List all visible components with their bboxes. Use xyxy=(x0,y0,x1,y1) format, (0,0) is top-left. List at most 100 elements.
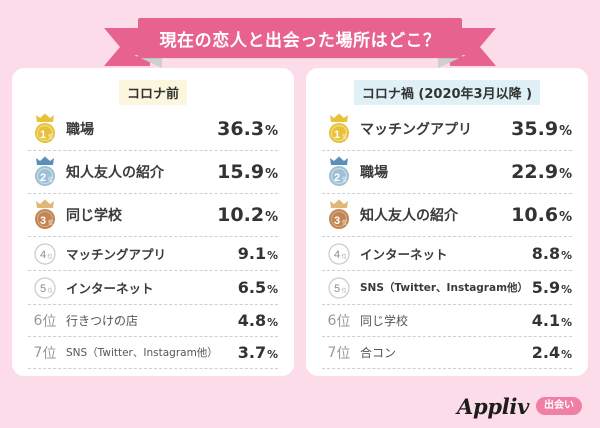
row-value: 10.6% xyxy=(511,204,572,226)
rank-number: 6 xyxy=(33,312,43,329)
row-value: 9.1% xyxy=(238,244,278,263)
title-banner: 現在の恋人と出会った場所はどこ？ xyxy=(138,18,462,58)
row-label: 合コン xyxy=(360,346,397,360)
table-row: 1 位 マッチングアプリ 35.9% xyxy=(322,108,572,151)
table-row: 2 位 職場 22.9% xyxy=(322,151,572,194)
row-label: インターネット xyxy=(360,247,448,262)
rank-circle-4: 4 位 xyxy=(322,242,356,266)
row-value-number: 36.3 xyxy=(217,118,265,140)
appliv-wordmark: Appliv xyxy=(456,393,529,419)
panel-before-corona: コロナ前 1 位 職場 36.3% 2 xyxy=(12,68,294,376)
title-ribbon: 現在の恋人と出会った場所はどこ？ xyxy=(0,14,600,68)
rank-medal-bronze: 3 位 xyxy=(28,199,62,231)
table-row: 4 位 インターネット 8.8% xyxy=(322,237,572,271)
svg-text:5: 5 xyxy=(40,283,46,295)
svg-text:1: 1 xyxy=(334,129,340,141)
table-row: 5 位 SNS（Twitter、Instagram他） 5.9% xyxy=(322,271,572,305)
row-label: 職場 xyxy=(66,122,94,138)
rank-circle-4: 4 位 xyxy=(28,242,62,266)
row-value: 8.8% xyxy=(532,244,572,263)
rank-circle-5: 5 位 xyxy=(28,276,62,300)
svg-text:位: 位 xyxy=(342,219,347,226)
row-label: マッチングアプリ xyxy=(66,247,167,262)
page-title: 現在の恋人と出会った場所はどこ？ xyxy=(159,30,441,51)
row-value-number: 35.9 xyxy=(511,118,559,140)
rank-unit: 位 xyxy=(42,345,57,362)
panel-header-before-label: コロナ前 xyxy=(118,79,187,105)
panel-header-during: コロナ禍 (2020年3月以降 ) xyxy=(322,79,572,105)
row-value-unit: % xyxy=(561,316,572,329)
row-label: マッチングアプリ xyxy=(360,122,472,138)
svg-text:位: 位 xyxy=(341,287,346,294)
svg-text:3: 3 xyxy=(40,215,46,227)
row-value: 36.3% xyxy=(217,118,278,140)
row-value: 3.7% xyxy=(238,343,278,362)
row-value-number: 4.8 xyxy=(237,311,267,330)
svg-text:位: 位 xyxy=(48,176,53,183)
row-value: 10.2% xyxy=(217,204,278,226)
svg-text:位: 位 xyxy=(48,219,53,226)
row-label: 知人友人の紹介 xyxy=(66,165,164,181)
table-row: 1 位 職場 36.3% xyxy=(28,108,278,151)
row-value-unit: % xyxy=(265,124,278,139)
row-value-number: 4.1 xyxy=(531,311,561,330)
svg-text:3: 3 xyxy=(334,215,340,227)
row-value-unit: % xyxy=(561,348,572,361)
appliv-category-badge: 出会い xyxy=(536,397,582,415)
row-value-unit: % xyxy=(267,249,278,262)
rank-medal-silver: 2 位 xyxy=(28,156,62,188)
row-label: 同じ学校 xyxy=(360,314,409,328)
svg-text:4: 4 xyxy=(334,249,340,261)
panel-during-corona: コロナ禍 (2020年3月以降 ) 1 位 マッチングアプリ 35.9% xyxy=(306,68,588,376)
table-row: 2 位 知人友人の紹介 15.9% xyxy=(28,151,278,194)
row-value-number: 5.9 xyxy=(531,278,561,297)
row-label: 職場 xyxy=(360,165,388,181)
table-row: 5 位 インターネット 6.5% xyxy=(28,271,278,305)
row-value-unit: % xyxy=(559,167,572,182)
row-value: 22.9% xyxy=(511,161,572,183)
row-value-number: 10.6 xyxy=(511,204,559,226)
rank-number: 6 xyxy=(327,312,337,329)
row-value-number: 8.8 xyxy=(531,244,561,263)
rank-circle-5: 5 位 xyxy=(322,276,356,300)
panel-header-before: コロナ前 xyxy=(28,79,278,105)
svg-text:位: 位 xyxy=(342,176,347,183)
row-value-number: 22.9 xyxy=(511,161,559,183)
panel-header-during-label: コロナ禍 (2020年3月以降 ) xyxy=(353,79,541,105)
appliv-logo[interactable]: Appliv 出会い xyxy=(457,392,582,420)
row-value: 35.9% xyxy=(511,118,572,140)
svg-text:位: 位 xyxy=(47,287,52,294)
svg-text:2: 2 xyxy=(334,172,340,184)
row-value-number: 3.7 xyxy=(237,343,267,362)
svg-text:位: 位 xyxy=(342,133,347,140)
row-value-unit: % xyxy=(265,210,278,225)
ranking-panels: コロナ前 1 位 職場 36.3% 2 xyxy=(12,68,588,376)
table-row: 4 位 マッチングアプリ 9.1% xyxy=(28,237,278,271)
row-value: 4.8% xyxy=(238,311,278,330)
rank-medal-silver: 2 位 xyxy=(322,156,356,188)
row-value-unit: % xyxy=(267,316,278,329)
svg-text:2: 2 xyxy=(40,172,46,184)
row-label: 知人友人の紹介 xyxy=(360,208,458,224)
row-label: 同じ学校 xyxy=(66,208,122,224)
rank-number: 7 xyxy=(33,344,43,361)
rank-medal-gold: 1 位 xyxy=(322,113,356,145)
row-value: 15.9% xyxy=(217,161,278,183)
row-value-number: 15.9 xyxy=(217,161,265,183)
row-value-number: 10.2 xyxy=(217,204,265,226)
svg-text:5: 5 xyxy=(334,283,340,295)
row-value: 5.9% xyxy=(532,278,572,297)
row-value-unit: % xyxy=(267,283,278,296)
row-value-unit: % xyxy=(265,167,278,182)
row-value-unit: % xyxy=(559,124,572,139)
rank-unit: 位 xyxy=(336,313,351,330)
rank-number: 7 xyxy=(327,344,337,361)
